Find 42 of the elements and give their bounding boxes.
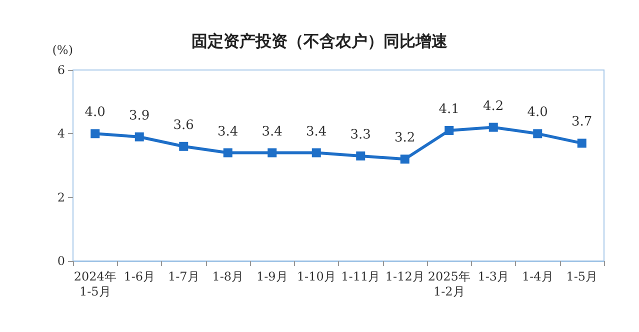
y-tick-label: 0 (57, 254, 65, 268)
point (268, 148, 277, 158)
data-label: 3.2 (394, 130, 416, 146)
data-label: 3.4 (218, 124, 238, 140)
point (356, 151, 366, 160)
x-tick-label: 1-4月 (522, 270, 554, 284)
data-label: 3.3 (350, 127, 371, 142)
y-tick-label: 6 (57, 63, 65, 77)
x-tick-label: 2025年 1-2月 (428, 270, 470, 298)
x-tick-label: 1-6月 (124, 270, 156, 284)
x-tick-label: 1-10月 (296, 270, 336, 284)
data-label: 4.0 (527, 105, 548, 120)
data-label: 4.1 (438, 102, 460, 117)
x-tick-label: 1-11月 (341, 270, 380, 284)
x-tick-label: 1-9月 (256, 270, 288, 284)
point (90, 129, 100, 138)
point (179, 142, 188, 151)
point (488, 122, 498, 132)
data-label: 4.2 (483, 98, 504, 114)
y-axis-title: (%) (52, 43, 73, 57)
point (533, 129, 542, 138)
data-label: 3.6 (173, 118, 194, 133)
x-tick-label: 1-5月 (566, 270, 598, 284)
x-tick-label: 2024年 1-5月 (74, 270, 116, 298)
x-tick-label: 1-12月 (385, 270, 424, 284)
point (312, 148, 321, 158)
point (444, 126, 454, 135)
data-label: 3.4 (306, 124, 327, 140)
y-tick-label: 2 (57, 190, 65, 204)
point (400, 154, 410, 164)
y-tick-label: 4 (57, 126, 66, 141)
point (223, 148, 232, 158)
x-tick-label: 1-3月 (478, 270, 510, 284)
data-label: 3.7 (572, 114, 592, 130)
data-label: 3.4 (262, 124, 282, 140)
data-label: 4.0 (84, 105, 106, 120)
point (577, 138, 586, 148)
point (134, 132, 144, 142)
x-tick-label: 1-7月 (168, 270, 200, 284)
chart-title: 固定资产投资（不含农户）同比增速 (192, 32, 448, 50)
data-label: 3.9 (129, 108, 150, 124)
x-tick-label: 1-8月 (212, 270, 244, 284)
